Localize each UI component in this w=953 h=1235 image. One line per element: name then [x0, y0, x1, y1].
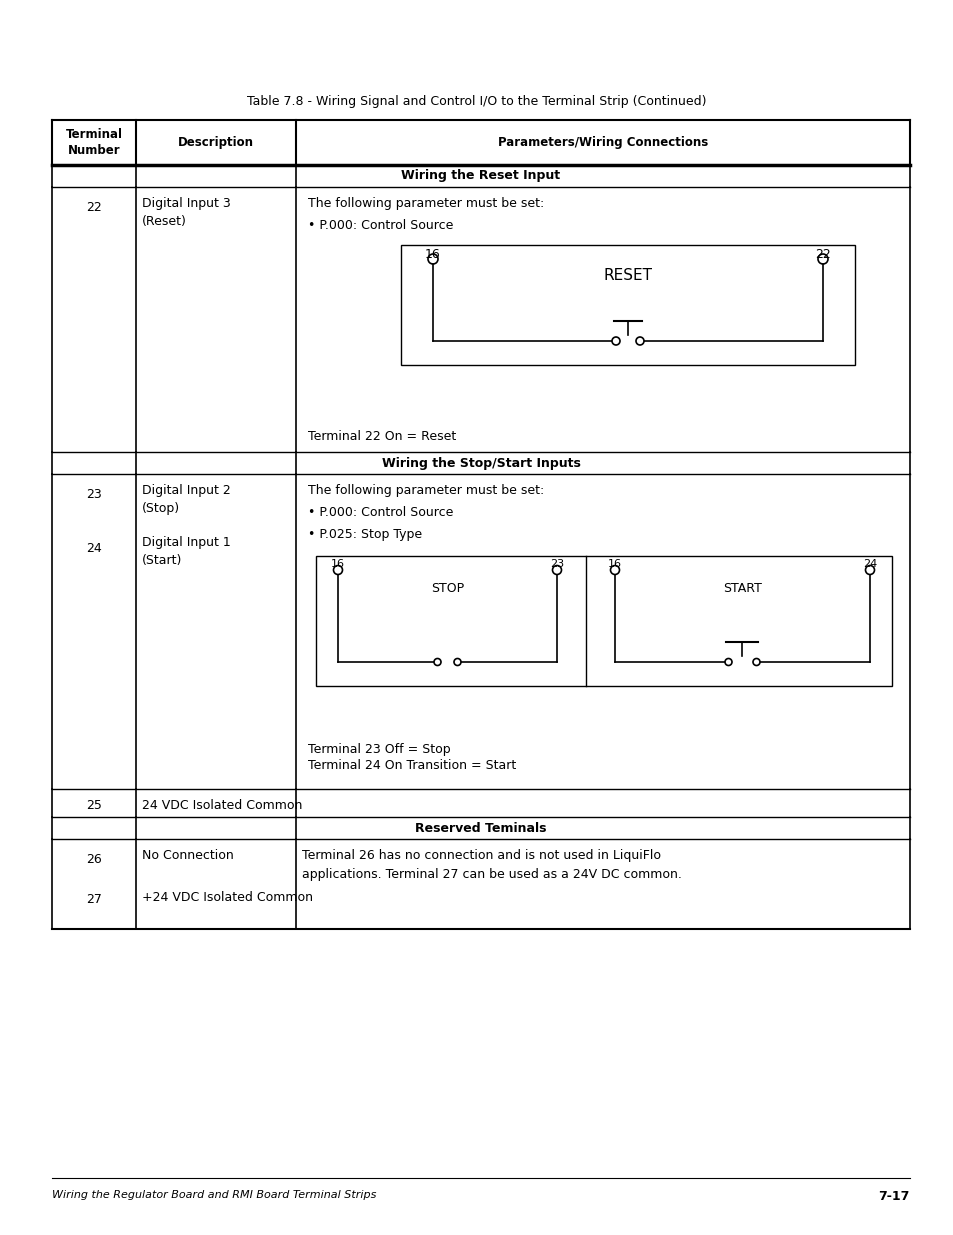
- Text: Digital Input 1
(Start): Digital Input 1 (Start): [142, 536, 231, 567]
- Circle shape: [334, 566, 342, 574]
- Text: STOP: STOP: [431, 582, 463, 594]
- Text: Parameters/Wiring Connections: Parameters/Wiring Connections: [497, 136, 707, 149]
- Text: No Connection: No Connection: [142, 848, 233, 862]
- Text: • P.000: Control Source: • P.000: Control Source: [308, 219, 453, 232]
- Text: Description: Description: [178, 136, 253, 149]
- Text: 7-17: 7-17: [878, 1191, 909, 1203]
- Text: 24: 24: [86, 542, 102, 555]
- Text: RESET: RESET: [603, 268, 652, 283]
- Circle shape: [434, 658, 440, 666]
- Text: Terminal 22 On = Reset: Terminal 22 On = Reset: [308, 430, 456, 442]
- Text: Reserved Teminals: Reserved Teminals: [415, 821, 546, 835]
- Text: 16: 16: [607, 559, 621, 569]
- Bar: [315, 556, 891, 685]
- Text: Terminal 23 Off = Stop: Terminal 23 Off = Stop: [308, 743, 450, 756]
- Text: 27: 27: [86, 893, 102, 906]
- Text: • P.000: Control Source: • P.000: Control Source: [308, 506, 453, 519]
- Text: Wiring the Stop/Start Inputs: Wiring the Stop/Start Inputs: [381, 457, 579, 469]
- Text: Terminal 24 On Transition = Start: Terminal 24 On Transition = Start: [308, 760, 516, 772]
- Text: • P.025: Stop Type: • P.025: Stop Type: [308, 529, 421, 541]
- Text: 24: 24: [862, 559, 876, 569]
- Circle shape: [428, 254, 437, 264]
- Text: Table 7.8 - Wiring Signal and Control I/O to the Terminal Strip (Continued): Table 7.8 - Wiring Signal and Control I/…: [247, 95, 706, 109]
- Circle shape: [552, 566, 561, 574]
- Text: 16: 16: [425, 248, 440, 261]
- Text: Digital Input 2
(Stop): Digital Input 2 (Stop): [142, 484, 231, 515]
- Text: 25: 25: [86, 799, 102, 811]
- Circle shape: [612, 337, 619, 345]
- Text: 22: 22: [814, 248, 830, 261]
- Text: Wiring the Regulator Board and RMI Board Terminal Strips: Wiring the Regulator Board and RMI Board…: [52, 1191, 376, 1200]
- Circle shape: [610, 566, 618, 574]
- Text: Wiring the Reset Input: Wiring the Reset Input: [401, 169, 560, 183]
- Circle shape: [636, 337, 643, 345]
- Circle shape: [752, 658, 760, 666]
- Text: START: START: [722, 582, 761, 594]
- Text: Terminal 26 has no connection and is not used in LiquiFlo
applications. Terminal: Terminal 26 has no connection and is not…: [302, 848, 681, 881]
- Text: +24 VDC Isolated Common: +24 VDC Isolated Common: [142, 890, 313, 904]
- Bar: [400, 245, 854, 366]
- Text: The following parameter must be set:: The following parameter must be set:: [308, 484, 543, 496]
- Text: 22: 22: [86, 201, 102, 214]
- Text: The following parameter must be set:: The following parameter must be set:: [308, 198, 543, 210]
- Circle shape: [724, 658, 731, 666]
- Text: 16: 16: [331, 559, 345, 569]
- Circle shape: [817, 254, 827, 264]
- Text: 26: 26: [86, 853, 102, 866]
- Text: 23: 23: [86, 488, 102, 501]
- Text: 23: 23: [549, 559, 563, 569]
- Text: Digital Input 3
(Reset): Digital Input 3 (Reset): [142, 198, 231, 228]
- Circle shape: [864, 566, 874, 574]
- Text: 24 VDC Isolated Common: 24 VDC Isolated Common: [142, 799, 302, 811]
- Text: Terminal
Number: Terminal Number: [66, 128, 122, 157]
- Circle shape: [454, 658, 460, 666]
